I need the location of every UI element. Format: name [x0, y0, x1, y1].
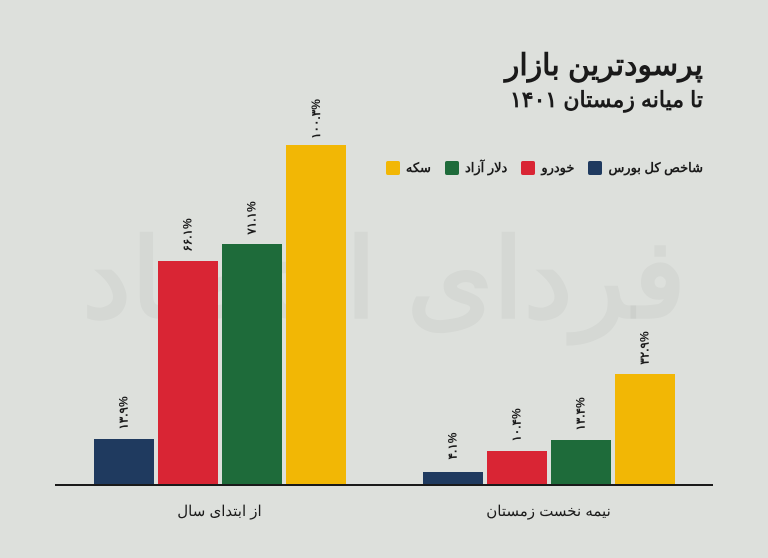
- bar-wrap: ۶۶.۱%: [156, 215, 220, 486]
- bar-group: ۱۰۰.۳% ۷۱.۱% ۶۶.۱% ۱۳.۹% از ابتدای سال: [92, 99, 348, 486]
- bar-wrap: ۱۳.۹%: [92, 393, 156, 486]
- bar: [94, 439, 154, 486]
- bar-wrap: ۷۱.۱%: [220, 198, 284, 486]
- bar: [286, 145, 346, 486]
- bar-value-label: ۷۱.۱%: [232, 202, 272, 235]
- chart-area: ۳۲.۹% ۱۳.۴% ۱۰.۴% ۴.۱% نیمه نخست زمستان: [55, 96, 713, 486]
- bar-value-label: ۶۶.۱%: [168, 219, 208, 252]
- bars: ۱۰۰.۳% ۷۱.۱% ۶۶.۱% ۱۳.۹%: [92, 99, 348, 486]
- bar: [615, 374, 675, 486]
- chart-title: پرسودترین بازار: [505, 48, 703, 84]
- bar-value-label: ۱۳.۹%: [104, 396, 144, 429]
- bar-group: ۳۲.۹% ۱۳.۴% ۱۰.۴% ۴.۱% نیمه نخست زمستان: [421, 328, 677, 486]
- bar-value-label: ۱۳.۴%: [561, 398, 601, 431]
- bar: [487, 451, 547, 486]
- bar-wrap: ۳۲.۹%: [613, 328, 677, 486]
- bar-wrap: ۴.۱%: [421, 426, 485, 486]
- bar-value-label: ۱۰۰.۳%: [296, 99, 336, 139]
- group-label: نیمه نخست زمستان: [486, 502, 611, 520]
- bar-wrap: ۱۳.۴%: [549, 394, 613, 486]
- bars: ۳۲.۹% ۱۳.۴% ۱۰.۴% ۴.۱%: [421, 328, 677, 486]
- bar: [222, 244, 282, 486]
- bar-wrap: ۱۰۰.۳%: [284, 99, 348, 486]
- bar: [551, 440, 611, 486]
- bar-value-label: ۴.۱%: [433, 433, 473, 460]
- chart-container: فردای اقتصاد پرسودترین بازار تا میانه زم…: [0, 0, 768, 558]
- bar-value-label: ۳۲.۹%: [625, 331, 665, 364]
- bar-value-label: ۱۰.۴%: [497, 408, 537, 441]
- group-label: از ابتدای سال: [177, 502, 261, 520]
- bar: [158, 261, 218, 486]
- bar-wrap: ۱۰.۴%: [485, 405, 549, 486]
- baseline: [55, 484, 713, 486]
